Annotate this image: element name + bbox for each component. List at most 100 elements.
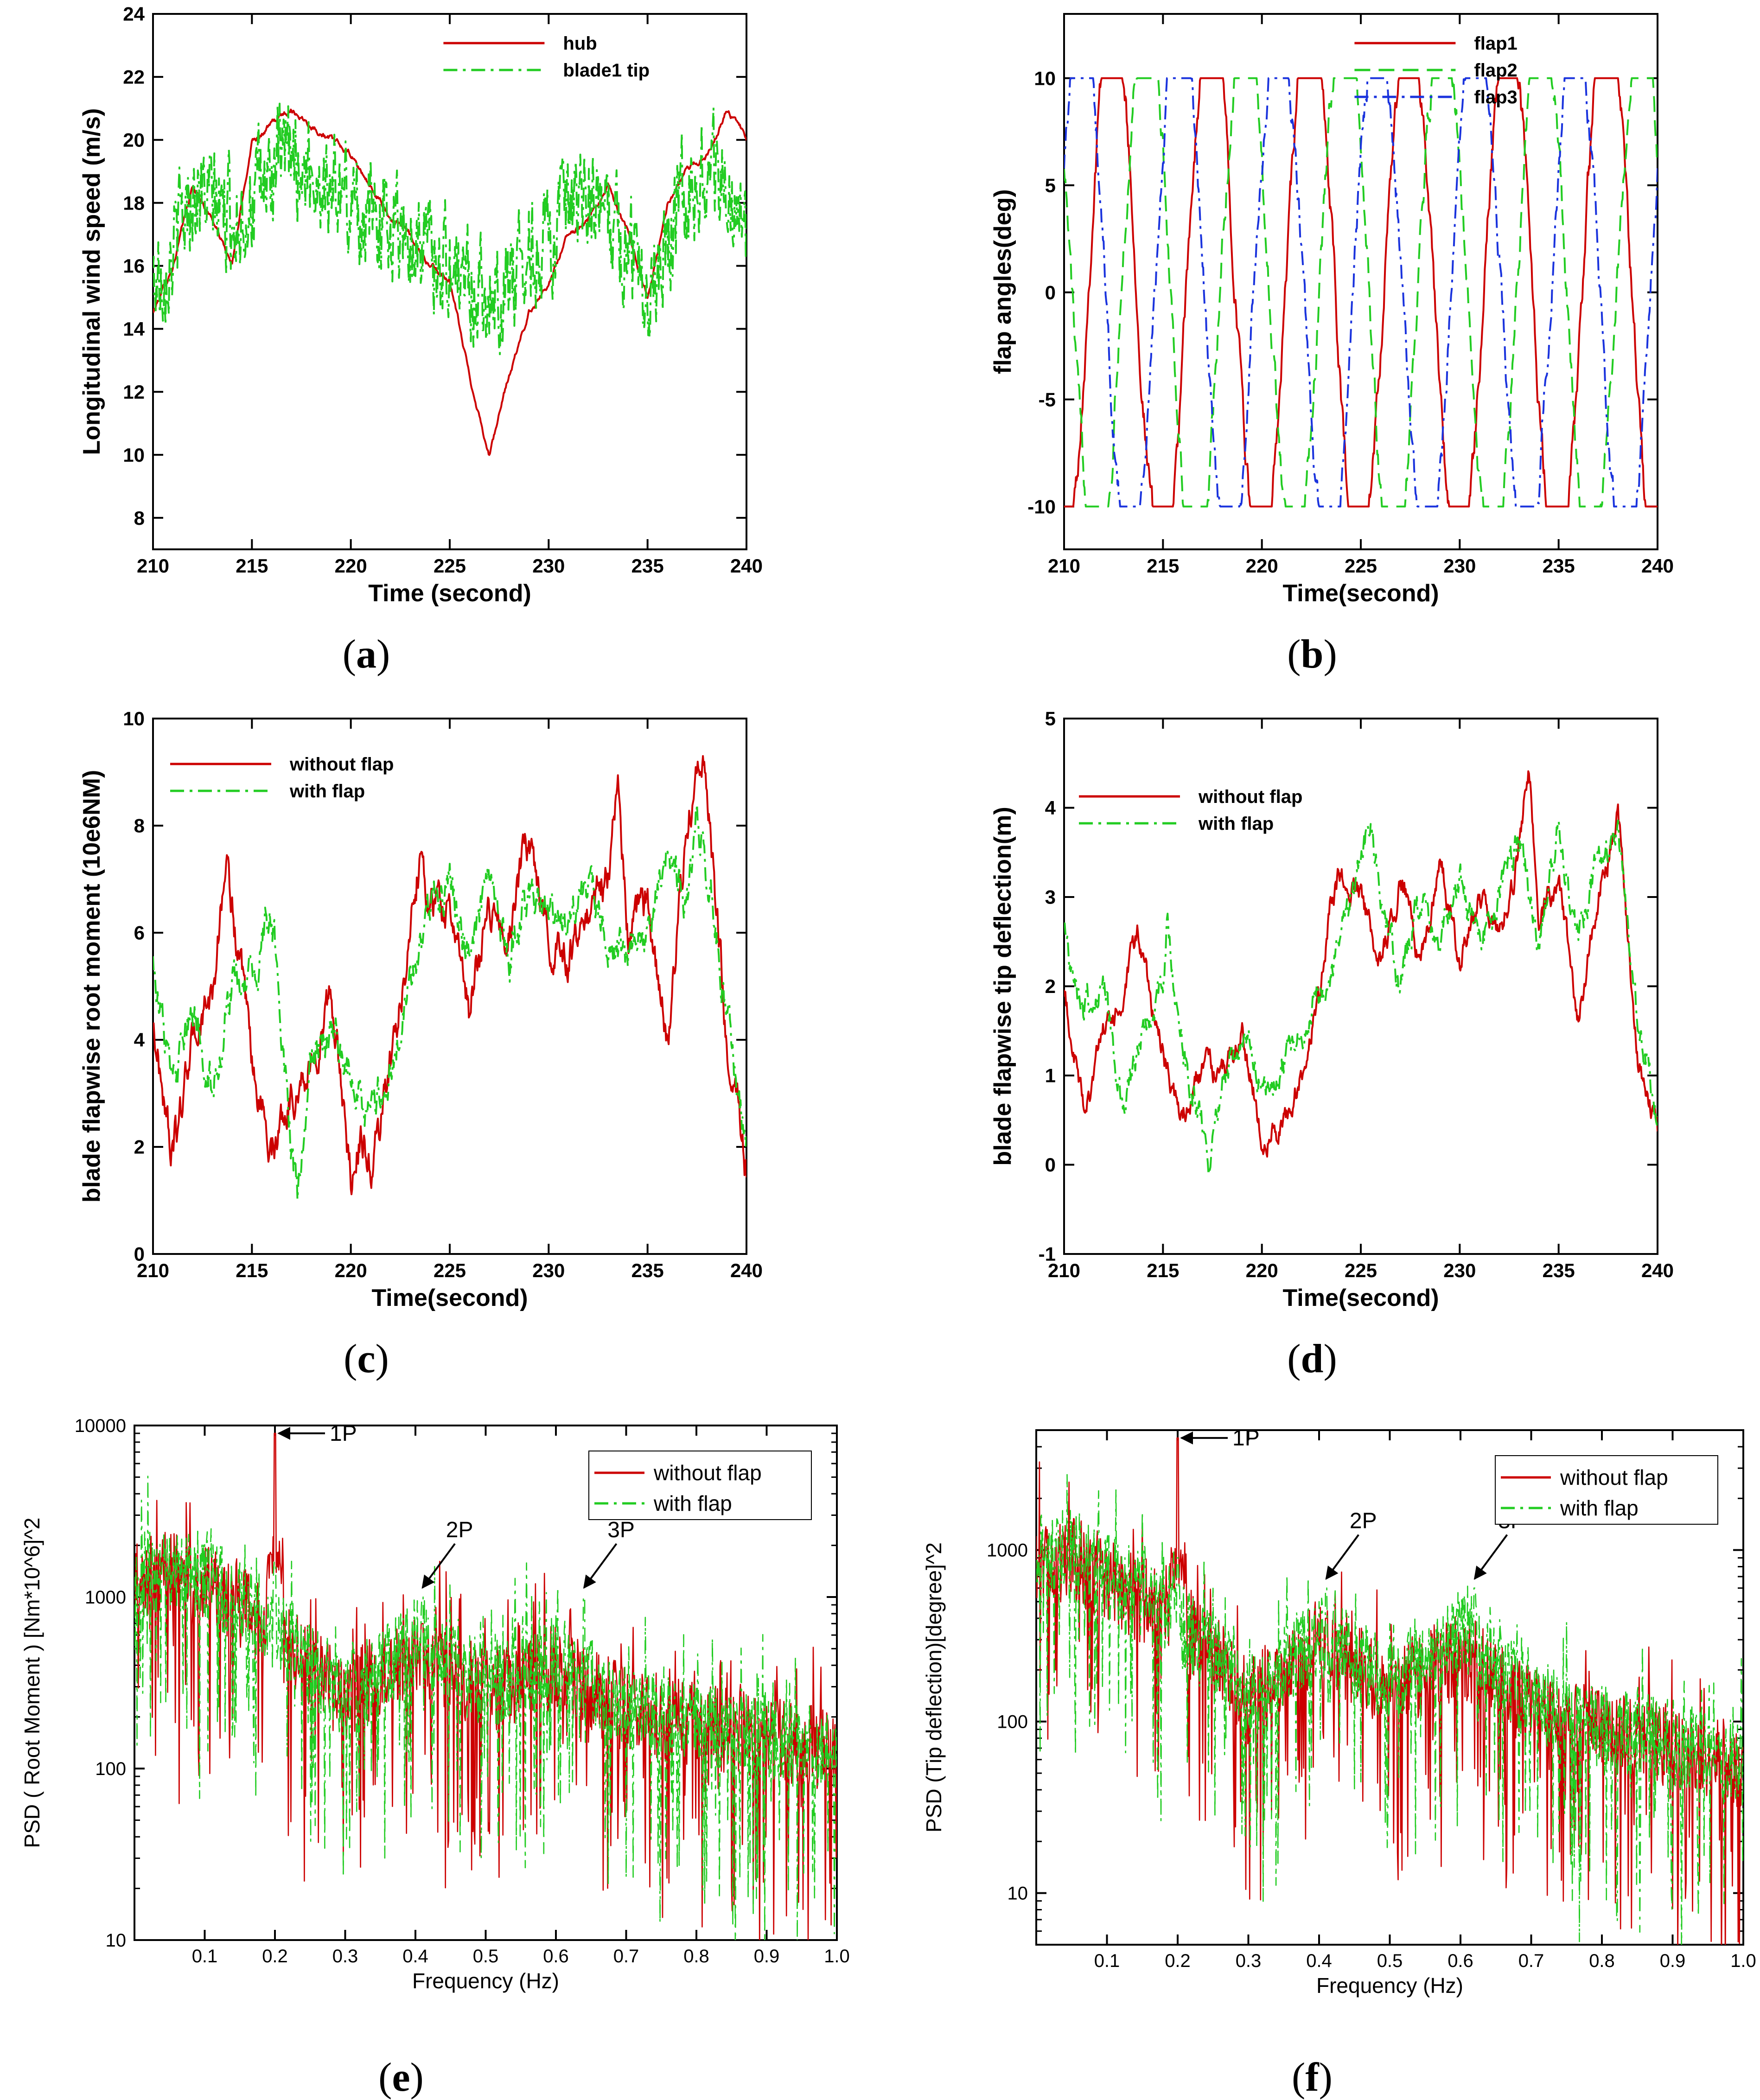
legend-label: without flap bbox=[653, 1461, 762, 1485]
y-tick-label: 1 bbox=[1045, 1065, 1056, 1087]
y-tick-label: 20 bbox=[123, 129, 145, 151]
chart-panel-e: 0.1 0.2 0.3 0.4 0.5 0.6 0.7 0.8 0.9 1.0 10 100 1000 1… bbox=[20, 1416, 850, 2100]
x-tick-label: 215 bbox=[1147, 1260, 1179, 1281]
x-axis-label: Frequency (Hz) bbox=[412, 1969, 559, 1993]
x-axis-label: Time(second) bbox=[1282, 1285, 1439, 1311]
x-tick-label: 0.4 bbox=[402, 1946, 428, 1966]
legend-box bbox=[588, 1451, 812, 1520]
y-tick-label: -10 bbox=[1027, 496, 1056, 517]
y-axis-label: PSD (Tip deflection)[degree]^2 bbox=[922, 1542, 946, 1833]
y-tick-label: 2 bbox=[134, 1136, 145, 1158]
series-line-flap2 bbox=[1064, 77, 1658, 508]
series-line-with-flap bbox=[1064, 819, 1658, 1176]
x-axis-label: Time (second) bbox=[368, 580, 531, 607]
chart-panel-a: 210 215 220 225 230 235 240 8 10 12 14 16 18 20 22 24 Ti… bbox=[78, 3, 763, 677]
y-tick-label: 3 bbox=[1045, 886, 1056, 908]
legend: without flap with flap bbox=[1079, 787, 1302, 834]
y-tick-label: 8 bbox=[134, 507, 145, 529]
x-axis-label: Time(second) bbox=[371, 1285, 528, 1311]
legend-label: without flap bbox=[1198, 787, 1302, 807]
y-tick-label: 100 bbox=[997, 1712, 1028, 1732]
annotation-label: 1P bbox=[1232, 1426, 1260, 1451]
y-tick-label: 16 bbox=[123, 255, 145, 277]
y-tick-label: 10 bbox=[123, 708, 145, 730]
plot-frame bbox=[1063, 718, 1658, 1255]
x-tick-label: 240 bbox=[730, 555, 763, 577]
series-line-flap3 bbox=[1064, 77, 1658, 508]
legend: without flap with flap bbox=[170, 754, 394, 802]
x-tick-label: 0.1 bbox=[1094, 1951, 1120, 1971]
series-group bbox=[153, 102, 746, 456]
panel-caption: (a) bbox=[343, 632, 390, 677]
x-tick-label: 235 bbox=[631, 1260, 664, 1281]
series-line-without-flap bbox=[1064, 770, 1658, 1158]
y-tick-label: -1 bbox=[1039, 1243, 1056, 1265]
series-line-with-flap bbox=[134, 1476, 837, 1940]
panel-caption: (e) bbox=[378, 2055, 424, 2100]
series-line-blade1-tip bbox=[153, 102, 746, 356]
x-axis-label: Time(second) bbox=[1282, 580, 1439, 607]
x-tick-label: 235 bbox=[631, 555, 664, 577]
x-tick-label: 0.5 bbox=[473, 1946, 499, 1966]
x-tick-label: 220 bbox=[335, 1260, 367, 1281]
y-tick-label: 5 bbox=[1045, 174, 1056, 196]
x-tick-label: 225 bbox=[1345, 555, 1377, 577]
legend-label: without flap bbox=[289, 754, 394, 775]
x-tick-label: 220 bbox=[1246, 555, 1278, 577]
panel-caption: (f) bbox=[1292, 2055, 1333, 2100]
series-line-with-flap bbox=[1036, 1474, 1743, 1945]
x-tick-label: 0.9 bbox=[754, 1946, 780, 1966]
x-tick-label: 230 bbox=[532, 555, 565, 577]
y-tick-label: 10 bbox=[1008, 1884, 1028, 1904]
x-tick-label: 0.8 bbox=[683, 1946, 709, 1966]
legend: flap1 flap2 flap3 bbox=[1354, 33, 1518, 108]
legend-label: flap2 bbox=[1474, 60, 1517, 81]
annotation-label: 3P bbox=[607, 1518, 635, 1542]
x-tick-label: 0.6 bbox=[1448, 1951, 1473, 1971]
x-tick-label: 240 bbox=[1641, 555, 1674, 577]
y-tick-label: 0 bbox=[134, 1243, 145, 1265]
legend-label: blade1 tip bbox=[563, 60, 650, 81]
panel-caption: (c) bbox=[344, 1336, 389, 1381]
annotation-arrow bbox=[421, 1543, 456, 1589]
y-tick-label: 24 bbox=[123, 3, 145, 25]
legend-label: with flap bbox=[1560, 1496, 1639, 1520]
annotation-label: 2P bbox=[1350, 1509, 1377, 1534]
x-tick-label: 210 bbox=[137, 1260, 169, 1281]
legend: hub blade1 tip bbox=[443, 33, 650, 81]
y-tick-label: 8 bbox=[134, 815, 145, 837]
x-tick-label: 1.0 bbox=[824, 1946, 850, 1966]
series-line-without-flap bbox=[1036, 1437, 1743, 1945]
plot-frame bbox=[1063, 13, 1658, 550]
annotation-arrow bbox=[1473, 1534, 1508, 1580]
x-tick-label: 235 bbox=[1543, 1260, 1575, 1281]
series-group bbox=[1064, 770, 1658, 1176]
x-tick-label: 210 bbox=[1048, 555, 1080, 577]
x-tick-label: 0.1 bbox=[192, 1946, 218, 1966]
legend-label: flap3 bbox=[1474, 87, 1517, 108]
panel-caption: (d) bbox=[1287, 1336, 1337, 1381]
x-tick-label: 210 bbox=[137, 555, 169, 577]
x-tick-label: 0.3 bbox=[1236, 1951, 1262, 1971]
y-axis-label: blade flapwise root moment (10e6NM) bbox=[78, 770, 105, 1203]
x-tick-label: 210 bbox=[1048, 1260, 1080, 1281]
x-tick-label: 230 bbox=[532, 1260, 565, 1281]
x-axis-label: Frequency (Hz) bbox=[1316, 1973, 1463, 1998]
annotation-label: 1P bbox=[330, 1421, 357, 1446]
series-group bbox=[1064, 77, 1658, 508]
panel-caption: (b) bbox=[1287, 632, 1337, 677]
x-tick-label: 220 bbox=[335, 555, 367, 577]
y-tick-label: 2 bbox=[1045, 975, 1056, 997]
chart-panel-d: 210 215 220 225 230 235 240 -1 0 1 2 3 4 5 Time(second… bbox=[989, 708, 1674, 1381]
series-group bbox=[1036, 1437, 1743, 1945]
chart-panel-f: 0.1 0.2 0.3 0.4 0.5 0.6 0.7 0.8 0.9 1.0 10 100 1000 F… bbox=[922, 1426, 1756, 2100]
y-tick-label: 10 bbox=[1034, 67, 1056, 89]
y-tick-label: 14 bbox=[123, 318, 145, 340]
y-tick-label: 0 bbox=[1045, 281, 1056, 303]
y-tick-label: -5 bbox=[1039, 388, 1056, 410]
chart-panel-c: 210 215 220 225 230 235 240 0 2 4 6 8 10 Time(second)… bbox=[78, 708, 763, 1381]
x-tick-label: 215 bbox=[236, 1260, 268, 1281]
annotation-arrow bbox=[1325, 1534, 1359, 1580]
y-tick-label: 18 bbox=[123, 192, 145, 214]
